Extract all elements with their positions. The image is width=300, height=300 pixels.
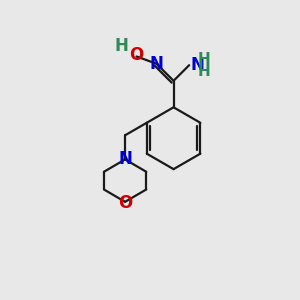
Text: O: O	[129, 46, 144, 64]
Text: H: H	[198, 64, 211, 79]
Text: O: O	[118, 194, 132, 212]
Text: N: N	[190, 56, 205, 74]
Text: H: H	[115, 38, 129, 56]
Text: H: H	[198, 52, 211, 68]
Text: N: N	[149, 55, 164, 73]
Text: N: N	[118, 150, 132, 168]
